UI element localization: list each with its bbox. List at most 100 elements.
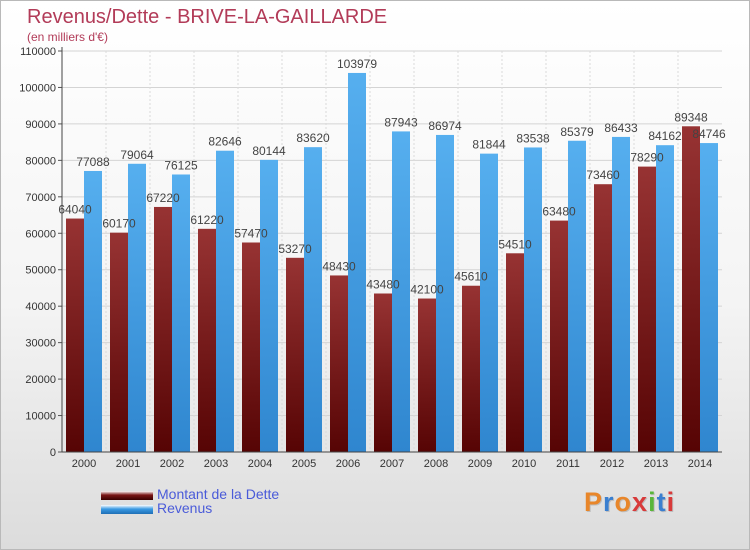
bar-revenus [436,134,454,452]
y-tick-label: 60000 [25,228,56,240]
y-tick-label: 30000 [25,338,56,350]
data-label-revenus: 76125 [164,158,198,172]
data-label-revenus: 81844 [472,138,506,152]
data-label-revenus: 103979 [337,57,377,71]
x-tick-label: 2013 [644,458,668,470]
bar-dette [506,253,524,452]
legend-swatch-dette [101,491,153,500]
data-label-revenus: 80144 [252,144,286,158]
logo-letter: i [648,487,657,517]
bar-revenus [260,159,278,452]
x-tick-label: 2011 [556,458,580,470]
data-label-dette: 42100 [410,283,444,297]
y-tick-label: 20000 [25,374,56,386]
logo-letter: t [656,487,667,517]
bar-dette [418,298,436,452]
bar-revenus [524,147,542,453]
data-labels: 64040 77088 60170 79064 67220 76125 61220 82646… [58,57,726,297]
x-tick-label: 2000 [72,458,96,470]
x-tick-label: 2003 [204,458,228,470]
logo-letter: P [584,487,604,517]
bar-dette [198,228,216,452]
data-label-dette: 63480 [542,205,576,219]
bar-dette [110,232,128,452]
data-label-revenus: 85379 [560,125,594,139]
y-tick-label: 70000 [25,192,56,204]
bar-revenus [568,140,586,452]
data-label-revenus: 87943 [384,115,418,129]
chart-subtitle: (en milliers d'€) [27,30,108,44]
bar-dette [242,242,260,452]
logo-letter: i [666,487,676,517]
bars [66,72,718,453]
data-label-revenus: 86433 [604,121,638,135]
data-label-dette: 54510 [498,237,532,251]
legend-swatch-revenus [101,505,153,514]
data-label-revenus: 84162 [648,129,682,143]
bar-revenus [392,131,410,453]
data-label-dette: 73460 [586,168,620,182]
x-tick-label: 2010 [512,458,536,470]
bar-dette [638,166,656,453]
bar-dette [154,206,172,452]
data-label-dette: 60170 [102,217,136,231]
legend-label-dette: Montant de la Dette [157,486,280,502]
x-tick-label: 2006 [336,458,360,470]
bar-revenus [84,170,102,453]
data-label-dette: 45610 [454,270,488,284]
data-label-dette: 57470 [234,226,268,240]
bar-dette [374,293,392,452]
data-label-dette: 78290 [630,151,664,165]
bar-dette [330,275,348,452]
bar-revenus [700,143,718,452]
data-label-revenus: 83538 [516,131,550,145]
bar-dette [594,184,612,453]
y-tick-label: 50000 [25,265,56,277]
data-label-revenus: 83620 [296,131,330,145]
bar-dette [462,285,480,452]
y-tick-label: 110000 [20,46,56,58]
x-tick-label: 2012 [600,458,624,470]
y-tick-label: 80000 [25,155,56,167]
legend-label-revenus: Revenus [157,500,213,516]
bar-revenus [656,145,674,452]
data-label-dette: 48430 [322,259,356,273]
data-label-revenus: 82646 [208,135,242,149]
x-tick-label: 2009 [468,458,492,470]
data-label-dette: 89348 [674,110,708,124]
x-tick-label: 2004 [248,458,272,470]
logo-letter: o [614,487,633,517]
data-label-dette: 53270 [278,242,312,256]
bar-revenus [480,153,498,452]
bar-revenus [304,147,322,452]
x-tick-label: 2002 [160,458,184,470]
bar-revenus [216,150,234,452]
bar-revenus [128,163,146,452]
bar-revenus [172,174,190,452]
y-tick-label: 100000 [19,82,56,94]
bar-dette [550,220,568,452]
y-tick-label: 10000 [25,411,56,423]
bar-dette [286,257,304,452]
data-label-revenus: 84746 [692,127,726,141]
data-label-dette: 43480 [366,277,400,291]
y-tick-label: 90000 [25,119,56,131]
y-tick-label: 0 [50,447,56,459]
axes: 0 10000 20000 30000 40000 50000 60000 70000 8000… [19,46,722,470]
logo-letter: x [632,487,649,517]
data-label-dette: 64040 [58,203,92,217]
bar-revenus [612,136,630,453]
bar-revenus [348,72,366,452]
data-label-dette: 61220 [190,213,224,227]
bar-dette [682,126,700,453]
x-tick-label: 2014 [688,458,712,470]
logo-letter: r [603,487,615,517]
x-tick-label: 2005 [292,458,316,470]
chart-title: Revenus/Dette - BRIVE-LA-GAILLARDE [27,6,388,28]
y-tick-label: 40000 [25,301,56,313]
x-tick-label: 2008 [424,458,448,470]
x-tick-label: 2001 [116,458,140,470]
proxiti-logo: Proxiti [584,487,675,518]
